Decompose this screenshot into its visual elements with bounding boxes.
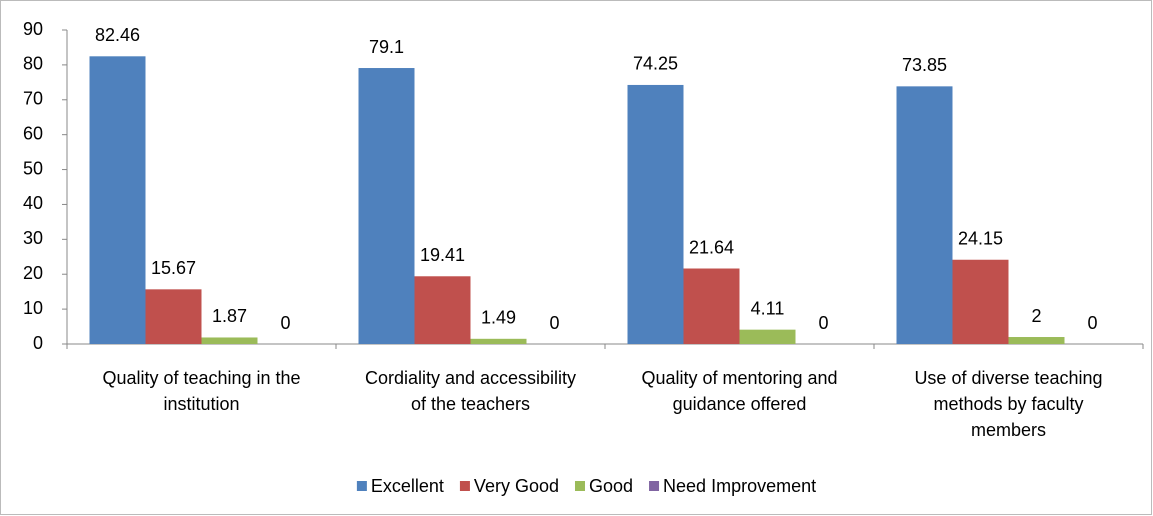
y-tick-label: 0 xyxy=(33,333,43,353)
x-tick-label: Quality of mentoring and guidance offered xyxy=(641,368,837,414)
y-tick-label: 60 xyxy=(23,123,43,143)
bar xyxy=(1008,337,1065,344)
bar xyxy=(414,276,471,344)
data-label: 82.46 xyxy=(95,25,140,45)
y-tick-label: 10 xyxy=(23,298,43,318)
data-label: 24.15 xyxy=(958,228,1003,248)
x-tick-label: Use of diverse teaching methods by facult… xyxy=(914,368,1102,440)
data-label: 0 xyxy=(280,313,290,333)
y-tick-label: 50 xyxy=(23,158,43,178)
data-label: 0 xyxy=(818,313,828,333)
x-tick-label: Cordiality and accessibility of the teach… xyxy=(365,368,576,414)
data-label: 21.64 xyxy=(689,237,734,257)
bar xyxy=(145,289,202,344)
bar xyxy=(201,337,258,344)
data-label: 4.11 xyxy=(751,298,785,318)
data-label: 15.67 xyxy=(151,258,196,278)
legend-label: Good xyxy=(589,476,633,496)
bar xyxy=(952,259,1009,344)
bar xyxy=(739,329,796,344)
bar xyxy=(89,56,146,345)
bar xyxy=(627,84,684,344)
legend-swatch xyxy=(574,481,585,491)
data-label: 19.41 xyxy=(420,245,465,265)
y-tick-label: 30 xyxy=(23,228,43,248)
data-label: 1.49 xyxy=(481,308,516,328)
data-label: 2 xyxy=(1031,306,1041,326)
data-label: 1.87 xyxy=(212,306,247,326)
legend-label: Excellent xyxy=(371,476,444,496)
legend-label: Very Good xyxy=(474,476,559,496)
bar xyxy=(470,338,527,344)
y-tick-label: 90 xyxy=(23,19,43,39)
legend-label: Need Improvement xyxy=(663,476,816,496)
bar xyxy=(358,68,415,344)
data-label: 0 xyxy=(1087,313,1097,333)
y-tick-label: 20 xyxy=(23,263,43,283)
bar xyxy=(896,86,953,345)
y-tick-label: 40 xyxy=(23,193,43,213)
legend-swatch xyxy=(356,481,367,491)
bar xyxy=(683,268,740,344)
data-label: 74.25 xyxy=(633,54,678,74)
data-label: 0 xyxy=(549,313,559,333)
data-label: 79.1 xyxy=(369,37,404,57)
y-tick-label: 70 xyxy=(23,89,43,109)
y-tick-label: 80 xyxy=(23,54,43,74)
legend-swatch xyxy=(649,481,660,491)
legend: Excellent Very Good Good Need Improvement xyxy=(356,476,816,496)
data-label: 73.85 xyxy=(902,55,947,75)
legend-swatch xyxy=(459,481,470,491)
x-tick-label: Quality of teaching in the institution xyxy=(102,368,300,414)
